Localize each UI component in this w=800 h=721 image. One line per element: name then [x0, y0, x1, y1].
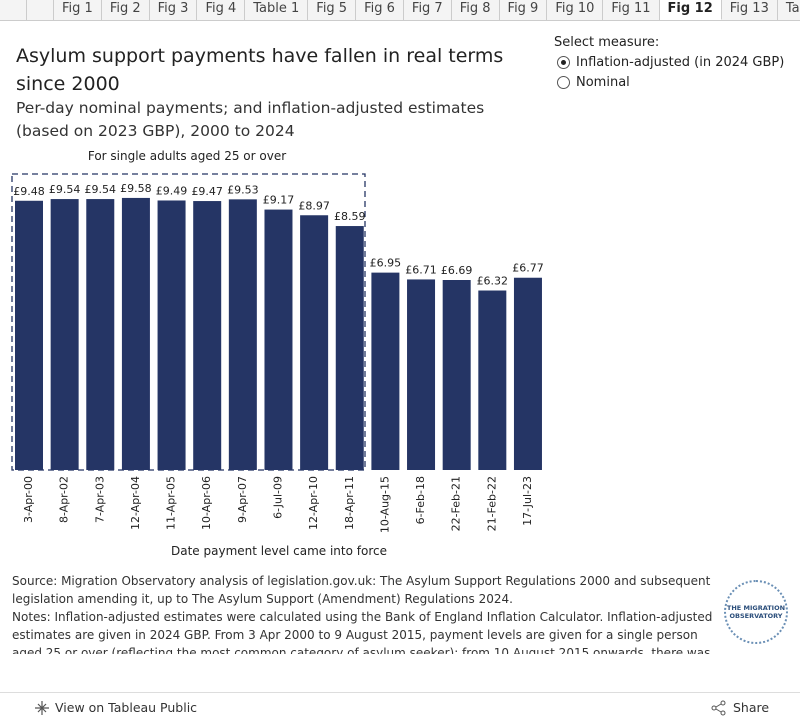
highlight-box: [11, 173, 366, 471]
bar: [442, 280, 471, 470]
value-label: £8.97: [298, 199, 330, 212]
value-label: £8.59: [334, 210, 366, 223]
value-label: £9.48: [13, 185, 45, 198]
x-tick-label: 6-Feb-18: [414, 476, 427, 524]
value-label: £9.47: [191, 185, 223, 198]
tab[interactable]: Fig 11: [603, 0, 660, 20]
tab[interactable]: Fig 3: [150, 0, 198, 20]
view-on-tableau[interactable]: View on Tableau Public: [55, 700, 198, 715]
x-tick-label: 12-Apr-04: [129, 476, 142, 530]
bar: [335, 226, 364, 470]
tab[interactable]: Fig 13: [722, 0, 778, 20]
radio-label: Nominal: [576, 75, 630, 90]
x-axis-label: Date payment level came into force: [171, 544, 387, 558]
tab[interactable]: Fig 1: [54, 0, 102, 20]
chart-subtitle: Per-day nominal payments; and inflation-…: [16, 99, 485, 140]
x-tick-label: 12-Apr-10: [307, 476, 320, 530]
tab-bar: Fig 1 Fig 2 Fig 3 Fig 4 Table 1 Fig 5 Fig 6 Fig…: [0, 0, 800, 21]
tab[interactable]: Fig 12: [659, 0, 722, 20]
tab[interactable]: Ta: [778, 0, 800, 20]
footer-notes: Source: Migration Observatory analysis o…: [12, 572, 717, 654]
toolbar: View on Tableau Public Share: [0, 692, 800, 721]
radio-button[interactable]: [557, 76, 570, 89]
bar: [50, 199, 79, 470]
value-label: £6.71: [405, 263, 437, 276]
x-tick-label: 3-Apr-00: [22, 476, 35, 523]
x-tick-label: 21-Feb-22: [485, 476, 498, 531]
tab[interactable]: Fig 2: [102, 0, 150, 20]
bar: [121, 197, 150, 470]
bar: [228, 199, 257, 470]
x-tick-label: 17-Jul-23: [521, 476, 534, 526]
value-label: £6.32: [477, 275, 509, 288]
tab[interactable]: Fig 9: [500, 0, 548, 20]
share-icon: [711, 700, 726, 716]
radio-label: Inflation-adjusted (in 2024 GBP): [576, 55, 785, 70]
chart-title: Asylum support payments have fallen in r…: [16, 45, 504, 95]
bar: [264, 209, 293, 470]
value-label: £6.77: [512, 262, 544, 275]
chart: For single adults aged 25 or over Date p…: [11, 149, 544, 558]
bar: [371, 272, 400, 470]
x-tick-label: 10-Aug-15: [378, 476, 391, 533]
x-tick-label: 8-Apr-02: [58, 476, 71, 523]
radio-option[interactable]: Nominal: [554, 75, 784, 90]
value-label: £9.53: [227, 183, 259, 196]
value-label: £9.54: [85, 183, 117, 196]
bar: [193, 201, 222, 470]
share-button[interactable]: Share: [733, 700, 770, 715]
bar: [86, 199, 115, 470]
x-tick-label: 10-Apr-06: [200, 476, 213, 530]
radio-button[interactable]: [557, 56, 570, 69]
tab[interactable]: Table 1: [245, 0, 309, 20]
tab[interactable]: Fig 4: [197, 0, 246, 20]
bar: [15, 200, 43, 470]
tab[interactable]: Fig 10: [547, 0, 604, 20]
tableau-icon: [35, 701, 49, 715]
tab-nav-back[interactable]: [0, 0, 27, 20]
x-tick-label: 18-Apr-11: [343, 476, 356, 530]
bar: [157, 200, 186, 470]
bar: [300, 215, 329, 470]
annotation: For single adults aged 25 or over: [88, 149, 286, 163]
x-tick-label: 9-Apr-07: [236, 476, 249, 523]
bar: [513, 277, 542, 470]
x-tick-label: 22-Feb-21: [450, 476, 463, 531]
measure-selector: Select measure: Inflation-adjusted (in 2…: [554, 35, 784, 90]
radio-option[interactable]: Inflation-adjusted (in 2024 GBP): [554, 55, 784, 70]
logo[interactable]: THE MIGRATION OBSERVATORY: [724, 580, 788, 644]
bar: [478, 290, 507, 470]
tab-nav-prev[interactable]: [27, 0, 54, 20]
selector-label: Select measure:: [554, 35, 660, 50]
source-text: Source: Migration Observatory analysis o…: [12, 574, 711, 606]
x-tick-label: 11-Apr-05: [165, 476, 178, 530]
tab[interactable]: Fig 8: [452, 0, 500, 20]
tab[interactable]: Fig 5: [308, 0, 357, 20]
value-label: £6.95: [370, 257, 402, 270]
value-label: £6.69: [441, 264, 473, 277]
value-label: £9.58: [120, 182, 152, 195]
tab[interactable]: Fig 6: [356, 0, 404, 20]
x-tick-label: 6-Jul-09: [271, 476, 284, 519]
notes-text: Notes: Inflation-adjusted estimates were…: [12, 610, 713, 654]
value-label: £9.17: [263, 194, 295, 207]
value-label: £9.54: [49, 183, 81, 196]
x-tick-label: 7-Apr-03: [93, 476, 106, 523]
tab[interactable]: Fig 7: [404, 0, 452, 20]
value-label: £9.49: [156, 184, 188, 197]
bar: [407, 279, 436, 470]
